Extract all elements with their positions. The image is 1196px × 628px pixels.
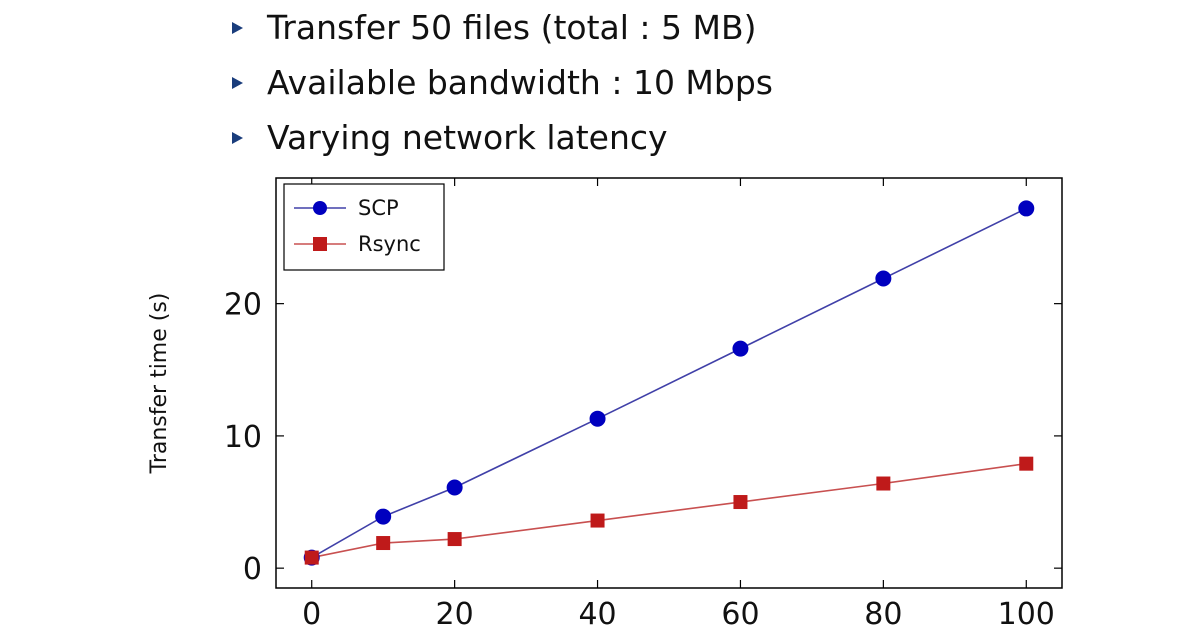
plot-frame xyxy=(275,177,1063,589)
x-tick-label: 100 xyxy=(998,597,1055,628)
data-point-scp xyxy=(1018,200,1035,217)
y-tick-label: 10 xyxy=(224,420,262,455)
data-point-scp xyxy=(875,270,892,287)
legend-box xyxy=(283,183,445,271)
legend-label-scp: SCP xyxy=(358,196,399,220)
y-tick-label: 0 xyxy=(243,552,262,587)
x-tick-label: 20 xyxy=(436,597,474,628)
data-point-rsync xyxy=(733,495,748,510)
bullet-list: Transfer 50 files (total : 5 MB) Availab… xyxy=(228,0,773,165)
triangle-bullet-icon xyxy=(232,21,243,34)
series-markers xyxy=(303,200,1035,566)
data-point-scp xyxy=(375,508,392,525)
bullet-item-latency: Varying network latency xyxy=(228,110,773,165)
legend-marker-rsync xyxy=(313,237,327,251)
data-point-rsync xyxy=(304,550,319,565)
triangle-bullet-icon xyxy=(232,76,243,89)
data-point-scp xyxy=(589,410,606,427)
bullet-text: Transfer 50 files (total : 5 MB) xyxy=(267,8,757,47)
bullet-text: Available bandwidth : 10 Mbps xyxy=(267,63,773,102)
axis-ticks xyxy=(276,178,1062,588)
x-tick-label: 60 xyxy=(721,597,759,628)
data-point-rsync xyxy=(376,536,391,551)
data-point-scp xyxy=(446,479,463,496)
y-tick-label: 20 xyxy=(224,288,262,323)
data-point-rsync xyxy=(1019,456,1034,471)
y-axis-label: Transfer time (s) xyxy=(147,293,172,475)
tick-labels: 0 20 40 60 80 100 0 10 20 xyxy=(224,288,1055,628)
bullet-item-files: Transfer 50 files (total : 5 MB) xyxy=(228,0,773,55)
triangle-bullet-icon xyxy=(232,131,243,144)
data-point-rsync xyxy=(590,513,605,528)
legend-label-rsync: Rsync xyxy=(358,232,421,256)
bullet-item-bandwidth: Available bandwidth : 10 Mbps xyxy=(228,55,773,110)
data-point-scp xyxy=(732,340,749,357)
x-tick-label: 80 xyxy=(864,597,902,628)
data-point-rsync xyxy=(447,532,462,547)
legend-marker-scp xyxy=(313,201,327,215)
x-tick-label: 40 xyxy=(578,597,616,628)
data-point-rsync xyxy=(876,476,891,491)
series-line-rsync xyxy=(311,462,1027,559)
x-tick-label: 0 xyxy=(302,597,321,628)
legend: SCP Rsync xyxy=(283,183,445,271)
bullet-text: Varying network latency xyxy=(267,118,668,157)
